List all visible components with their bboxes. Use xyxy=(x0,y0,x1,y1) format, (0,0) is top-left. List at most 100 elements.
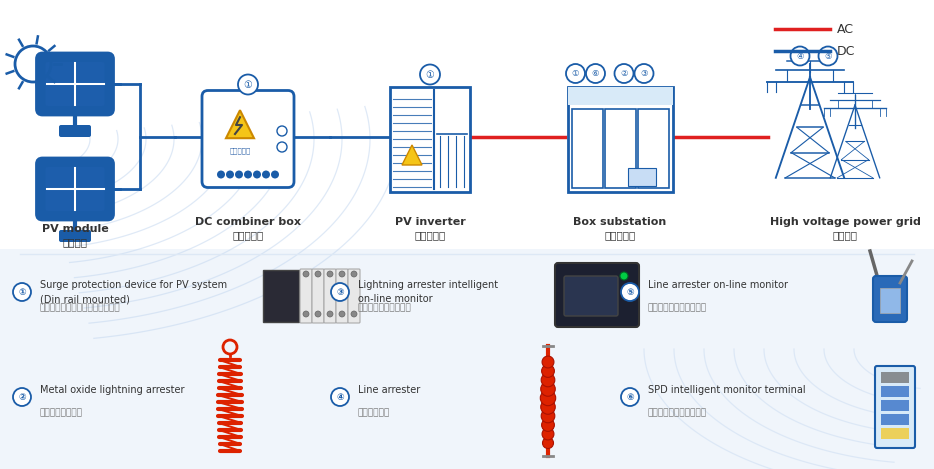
FancyBboxPatch shape xyxy=(880,288,900,313)
FancyBboxPatch shape xyxy=(46,167,74,188)
FancyBboxPatch shape xyxy=(881,372,909,383)
Circle shape xyxy=(621,283,639,301)
Circle shape xyxy=(542,419,555,431)
FancyBboxPatch shape xyxy=(555,263,639,327)
Circle shape xyxy=(217,171,225,179)
Text: 电涌保护器智能监测终端: 电涌保护器智能监测终端 xyxy=(648,408,707,417)
Circle shape xyxy=(615,64,633,83)
Text: ⑤: ⑤ xyxy=(824,52,832,61)
Text: ②: ② xyxy=(18,393,26,401)
Text: Box substation: Box substation xyxy=(573,217,667,227)
Text: High voltage power grid: High voltage power grid xyxy=(770,217,920,227)
Circle shape xyxy=(235,171,243,179)
Circle shape xyxy=(339,311,345,317)
Circle shape xyxy=(226,171,234,179)
Text: 箱式变压器: 箱式变压器 xyxy=(604,230,636,240)
Circle shape xyxy=(331,388,349,406)
Circle shape xyxy=(634,64,654,83)
Text: DC combiner box: DC combiner box xyxy=(195,217,301,227)
Text: ⑥: ⑥ xyxy=(592,69,600,78)
Text: ①: ① xyxy=(18,287,26,296)
Circle shape xyxy=(541,409,555,423)
Circle shape xyxy=(271,171,279,179)
Circle shape xyxy=(542,356,554,368)
Circle shape xyxy=(542,364,555,378)
Text: AC: AC xyxy=(837,23,854,36)
Text: 光伏组件: 光伏组件 xyxy=(63,237,88,247)
Circle shape xyxy=(541,382,555,396)
Circle shape xyxy=(586,64,605,83)
FancyBboxPatch shape xyxy=(568,86,672,191)
Circle shape xyxy=(351,271,357,277)
Text: ①: ① xyxy=(244,80,252,90)
Circle shape xyxy=(420,65,440,84)
Text: 光伏专用电涌保护器（导轨安装）: 光伏专用电涌保护器（导轨安装） xyxy=(40,303,120,312)
FancyBboxPatch shape xyxy=(36,53,114,115)
Circle shape xyxy=(327,271,333,277)
FancyBboxPatch shape xyxy=(568,86,672,105)
FancyBboxPatch shape xyxy=(300,269,312,323)
FancyBboxPatch shape xyxy=(390,86,470,191)
FancyBboxPatch shape xyxy=(336,269,348,323)
Text: Lightning arrester intelligent
on-line monitor: Lightning arrester intelligent on-line m… xyxy=(358,280,498,304)
Text: 线路型避雷器在线监测仪: 线路型避雷器在线监测仪 xyxy=(648,303,707,312)
Circle shape xyxy=(542,428,554,440)
Circle shape xyxy=(315,311,321,317)
Text: 金属氧化物避雷器: 金属氧化物避雷器 xyxy=(40,408,83,417)
Text: 避雷器智能在线监测仪: 避雷器智能在线监测仪 xyxy=(358,303,412,312)
Text: SPD intelligent monitor terminal: SPD intelligent monitor terminal xyxy=(648,385,806,395)
Circle shape xyxy=(818,46,838,66)
Circle shape xyxy=(790,46,810,66)
Text: 高压电网: 高压电网 xyxy=(832,230,857,240)
FancyBboxPatch shape xyxy=(263,270,299,322)
Text: 光伏逆变器: 光伏逆变器 xyxy=(415,230,446,240)
FancyBboxPatch shape xyxy=(46,190,74,211)
Circle shape xyxy=(541,400,555,414)
Circle shape xyxy=(621,388,639,406)
Text: Metal oxide lightning arrester: Metal oxide lightning arrester xyxy=(40,385,185,395)
FancyBboxPatch shape xyxy=(881,386,909,397)
Circle shape xyxy=(277,142,287,152)
FancyBboxPatch shape xyxy=(564,276,618,316)
Text: 直流汇流箱: 直流汇流箱 xyxy=(233,230,263,240)
Circle shape xyxy=(244,171,252,179)
Text: Surge protection device for PV system
(Din rail mounted): Surge protection device for PV system (D… xyxy=(40,280,227,304)
FancyBboxPatch shape xyxy=(881,400,909,411)
Circle shape xyxy=(339,271,345,277)
Text: ②: ② xyxy=(620,69,628,78)
FancyBboxPatch shape xyxy=(881,414,909,425)
Circle shape xyxy=(303,271,309,277)
FancyBboxPatch shape xyxy=(604,108,635,188)
Circle shape xyxy=(303,311,309,317)
FancyBboxPatch shape xyxy=(76,167,105,188)
FancyBboxPatch shape xyxy=(324,269,336,323)
Circle shape xyxy=(566,64,585,83)
Text: ④: ④ xyxy=(336,393,344,401)
Circle shape xyxy=(277,126,287,136)
Circle shape xyxy=(541,373,555,387)
Text: ⑤: ⑤ xyxy=(626,287,634,296)
Circle shape xyxy=(253,171,261,179)
Circle shape xyxy=(327,311,333,317)
Circle shape xyxy=(315,271,321,277)
Text: DC: DC xyxy=(837,45,856,58)
FancyBboxPatch shape xyxy=(572,108,602,188)
Text: ③: ③ xyxy=(336,287,344,296)
Circle shape xyxy=(540,390,556,406)
FancyBboxPatch shape xyxy=(202,91,294,188)
Text: ①: ① xyxy=(426,69,434,80)
FancyBboxPatch shape xyxy=(76,190,105,211)
FancyBboxPatch shape xyxy=(46,85,74,106)
FancyBboxPatch shape xyxy=(873,276,907,322)
FancyBboxPatch shape xyxy=(59,230,91,242)
Circle shape xyxy=(238,75,258,94)
Text: PV inverter: PV inverter xyxy=(395,217,465,227)
Circle shape xyxy=(351,311,357,317)
FancyBboxPatch shape xyxy=(59,125,91,137)
Text: ①: ① xyxy=(572,69,579,78)
Circle shape xyxy=(331,283,349,301)
Text: PV module: PV module xyxy=(42,224,108,234)
Circle shape xyxy=(620,272,628,280)
Circle shape xyxy=(13,283,31,301)
FancyBboxPatch shape xyxy=(628,167,656,186)
